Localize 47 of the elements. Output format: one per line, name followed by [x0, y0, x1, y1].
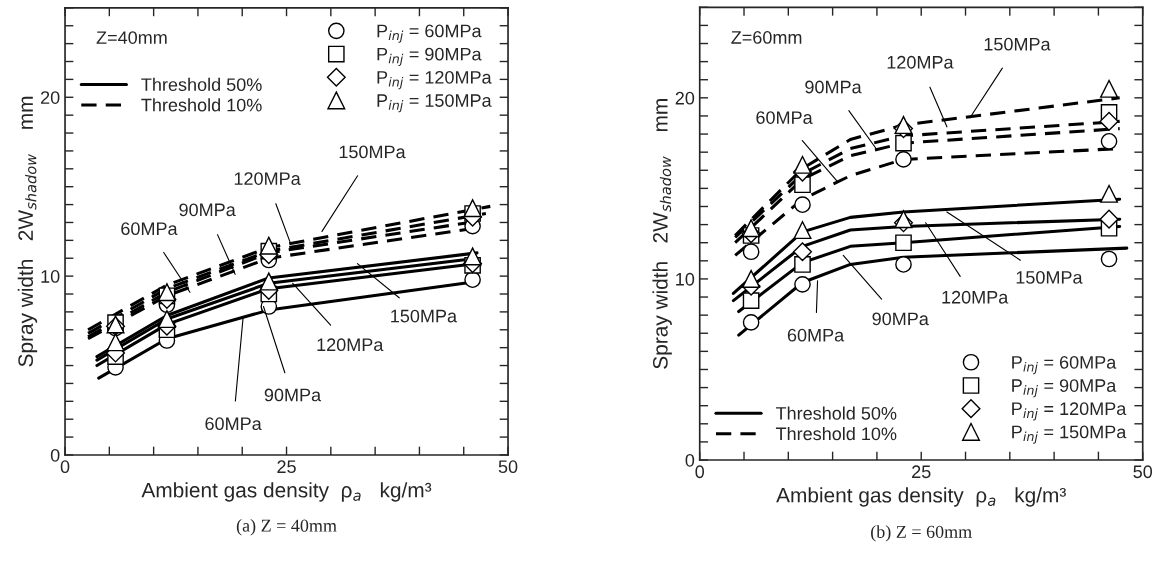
legend-label: Threshold 50%: [141, 77, 262, 92]
annotation: 120MPa: [317, 338, 384, 352]
annotation: Z=60mm: [731, 31, 802, 44]
text: Ambient gas density ρ$_{a}$ kg/m³: [141, 482, 432, 502]
annotation: 60MPa: [205, 417, 262, 431]
x-tick-label: 50: [498, 460, 518, 474]
y-tick-label: 0: [50, 448, 60, 462]
x-tick-label: 0: [695, 465, 705, 479]
legend-label: P$_{inj}$ = 60MPa: [1012, 355, 1117, 375]
annotation: 150MPa: [1016, 270, 1083, 284]
annotation: 150MPa: [339, 145, 406, 159]
legend-label: P$_{inj}$ = 120MPa: [1012, 402, 1127, 421]
annotation: 90MPa: [872, 312, 929, 326]
y-tick-label: 10: [676, 272, 695, 286]
annotation: 60MPa: [121, 222, 178, 236]
annotation: 120MPa: [234, 172, 301, 185]
x-tick-label: 25: [912, 465, 931, 479]
legend-label: Threshold 10%: [775, 426, 897, 441]
x-tick-label: 0: [60, 460, 70, 474]
annotation: 90MPa: [805, 80, 862, 94]
annotation: 150MPa: [984, 37, 1051, 51]
annotation: 60MPa: [787, 328, 845, 342]
y-tick-label: 20: [41, 91, 60, 104]
annotation: 120MPa: [887, 55, 954, 69]
x-tick-label: 50: [1133, 465, 1153, 479]
text: (a) Z = 40mm: [236, 519, 337, 536]
legend-label: P$_{inj}$ = 60MPa: [377, 24, 482, 43]
annotation: 120MPa: [942, 290, 1009, 304]
legend-label: P$_{inj}$ = 150MPa: [1012, 425, 1127, 444]
annotation: Z=40mm: [96, 31, 167, 44]
legend-label: Threshold 50%: [775, 406, 897, 420]
legend-label: P$_{inj}$ = 150MPa: [377, 94, 492, 113]
legend-label: P$_{inj}$ = 90MPa: [1012, 379, 1117, 398]
y-tick-label: 10: [41, 270, 60, 283]
legend-label: Threshold 10%: [141, 98, 262, 112]
legend-label: P$_{inj}$ = 120MPa: [377, 70, 492, 90]
annotation: 90MPa: [179, 203, 236, 217]
annotation: 150MPa: [391, 309, 458, 323]
text: Spray width 2W$_{shadow}$ mm: [652, 99, 672, 369]
legend-label: P$_{inj}$ = 90MPa: [377, 47, 482, 66]
text: Spray width 2W$_{shadow}$ mm: [17, 96, 38, 367]
x-tick-label: 25: [277, 460, 296, 474]
annotation: 60MPa: [756, 111, 813, 124]
y-tick-label: 20: [675, 91, 695, 105]
text: (b) Z = 60mm: [871, 525, 972, 542]
annotation: 90MPa: [264, 388, 322, 402]
text: Ambient gas density ρ$_{a}$ kg/m³: [776, 487, 1066, 507]
